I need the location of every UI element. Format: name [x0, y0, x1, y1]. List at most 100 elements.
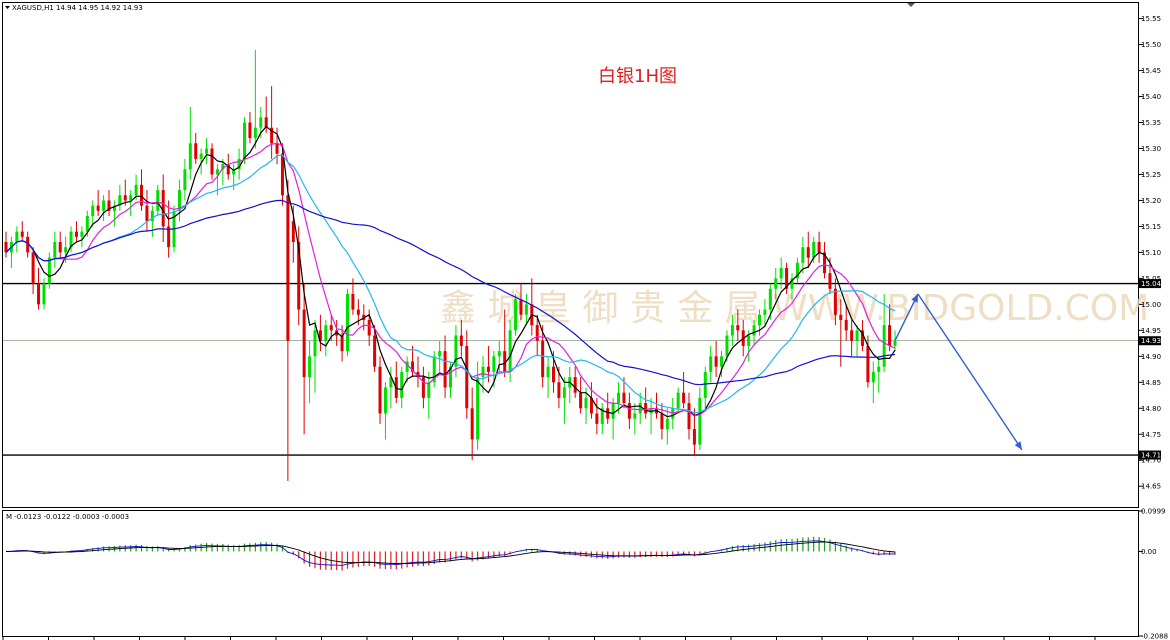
price-tick-label: 14.65 [1141, 483, 1161, 491]
candle [383, 382, 387, 440]
candle [514, 293, 518, 336]
candle-body [4, 242, 8, 253]
indicator-axis: 0.0999 0.00 -0.2088 [1139, 508, 1168, 640]
candle-body [557, 382, 561, 398]
candle [850, 319, 854, 357]
level-price-box [1139, 450, 1161, 460]
candle [69, 226, 73, 253]
price-tick-label: 14.95 [1141, 327, 1161, 335]
candle-body [26, 236, 30, 253]
candle-body [161, 190, 165, 227]
candle-body [866, 345, 870, 383]
candle-body [833, 288, 837, 315]
arrow-head-icon [911, 293, 918, 303]
candle-body [470, 408, 474, 440]
candle-body [454, 335, 458, 367]
candle-body [112, 205, 116, 211]
candle [682, 371, 686, 409]
candle-body [785, 267, 789, 289]
candle [785, 262, 789, 294]
candle [31, 247, 35, 294]
candle-body [31, 252, 35, 284]
moving-average-line [5, 199, 896, 386]
candle-body [747, 335, 751, 346]
candle-body [383, 387, 387, 414]
candle [877, 356, 881, 393]
candle-body [378, 366, 382, 414]
candle [871, 361, 875, 404]
candle [156, 184, 160, 217]
candle [123, 179, 127, 206]
candle-body [215, 169, 219, 175]
candle-body [877, 366, 881, 372]
candle-body [535, 325, 539, 341]
candle [627, 392, 631, 430]
candle [524, 293, 528, 326]
indicator-title: M -0.0123 -0.0122 -0.0003 -0.0003 [6, 513, 129, 521]
candle [757, 309, 761, 336]
candle-body [665, 418, 669, 430]
symbol-dropdown-icon[interactable] [5, 6, 10, 9]
indicator-tick-label: -0.2088 [1141, 633, 1168, 640]
candle [606, 392, 610, 424]
candle-body [411, 361, 415, 372]
candle-body [795, 262, 799, 279]
price-tick-label: 15.45 [1141, 67, 1161, 75]
price-tick-label: 15.30 [1141, 145, 1161, 153]
candle [194, 132, 198, 165]
candle [129, 190, 133, 217]
candle-body [882, 325, 886, 367]
candle-body [340, 335, 344, 352]
candle [42, 278, 46, 310]
candle [546, 356, 550, 398]
candle [459, 319, 463, 357]
candle-body [503, 351, 507, 372]
projection-arrows[interactable] [894, 293, 1023, 451]
candle-body [709, 356, 713, 372]
candle [860, 319, 864, 352]
candle [817, 231, 821, 263]
scroll-marker-icon[interactable] [907, 3, 915, 7]
candle-body [600, 408, 604, 424]
candle [801, 236, 805, 274]
candle-body [400, 371, 404, 398]
candle [660, 403, 664, 440]
candle-body [134, 184, 138, 196]
candle [416, 356, 420, 388]
candle [302, 283, 306, 435]
projection-arrow-line[interactable] [894, 293, 919, 342]
candle-body [47, 257, 51, 284]
candle-body [356, 309, 360, 315]
candle [497, 340, 501, 372]
candle-body [589, 397, 593, 414]
candle [378, 356, 382, 424]
candle-body [373, 335, 377, 367]
candle-body [129, 195, 133, 201]
candle-body [839, 314, 843, 320]
indicator-bars [5, 536, 896, 571]
candle-body [248, 122, 252, 139]
price-tick-label: 15.20 [1141, 197, 1161, 205]
main-panel-frame [2, 2, 1139, 508]
candle [779, 257, 783, 289]
horizontal-levels[interactable]: 15.04 14.71 14.93 [3, 279, 1162, 460]
moving-average-line [5, 154, 896, 414]
candle-body [871, 371, 875, 383]
price-tick-label: 15.55 [1141, 15, 1161, 23]
candle [638, 392, 642, 424]
candle-body [167, 226, 171, 248]
candle [4, 231, 8, 258]
candle [47, 252, 51, 289]
level-price-label: 15.04 [1141, 280, 1162, 288]
indicator-panel-frame [2, 510, 1139, 637]
candle-body [226, 164, 230, 175]
candle-body [855, 330, 859, 341]
indicator-tick-label: 0.00 [1141, 548, 1157, 556]
projection-arrow-line[interactable] [917, 293, 1023, 451]
candle [91, 200, 95, 227]
price-tick-label: 15.15 [1141, 223, 1161, 231]
candle-body [486, 366, 490, 372]
candle [112, 200, 116, 227]
candle [221, 158, 225, 185]
